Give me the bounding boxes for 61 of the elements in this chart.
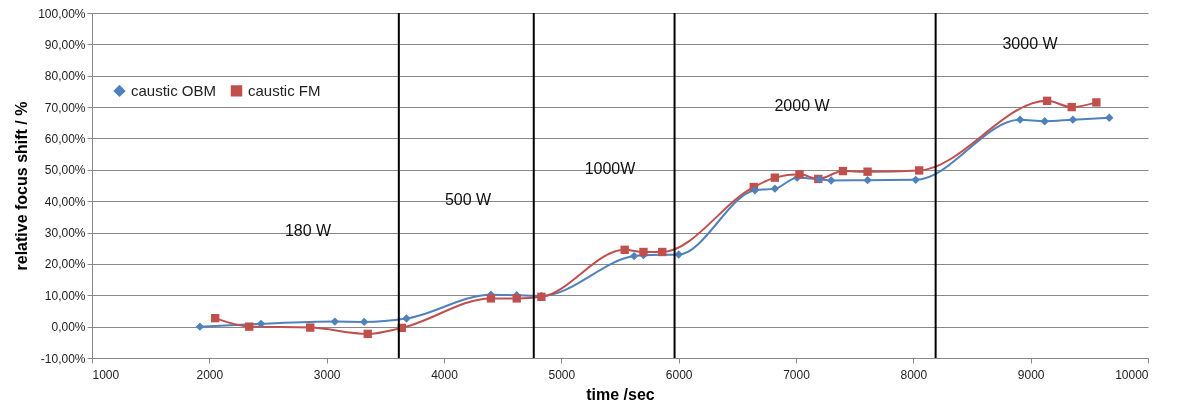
- point: [1040, 117, 1049, 126]
- annotation: 500 W: [444, 191, 493, 208]
- y-tick-label: -10,00%: [40, 351, 86, 366]
- x-tick-label: 1000: [92, 367, 120, 382]
- x-tick-label: 9000: [1017, 367, 1045, 382]
- x-tick-label: 4000: [431, 367, 459, 382]
- annotation: 180 W: [284, 222, 333, 239]
- point: [620, 245, 629, 254]
- point: [1067, 102, 1076, 112]
- point: [863, 175, 872, 185]
- x-tick-label: 6000: [665, 367, 693, 382]
- x-axis-title: time /sec: [586, 385, 655, 403]
- x-tick-label: 10000: [1115, 367, 1149, 382]
- y-tick-label: 100,00%: [38, 6, 86, 21]
- point: [863, 167, 872, 176]
- legend-label: caustic OBM: [131, 81, 217, 99]
- point: [360, 317, 369, 327]
- point: [911, 175, 920, 185]
- point: [256, 319, 266, 328]
- annotation: 3000 W: [1002, 35, 1059, 52]
- point: [770, 173, 780, 182]
- y-axis-title: relative focus shift / %: [13, 101, 31, 271]
- y-tick-label: 50,00%: [44, 163, 86, 178]
- point: [1042, 96, 1052, 105]
- legend-label: caustic FM: [248, 81, 321, 99]
- y-tick-label: 90,00%: [44, 37, 86, 52]
- point: [770, 184, 780, 193]
- x-tick-label: 2000: [196, 367, 224, 382]
- point: [750, 186, 760, 195]
- point: [674, 250, 683, 259]
- point: [1105, 113, 1114, 122]
- x-tick-label: 3000: [313, 367, 341, 382]
- point: [827, 176, 836, 185]
- y-tick-label: 60,00%: [44, 131, 86, 146]
- point: [1015, 115, 1025, 124]
- annotation: 1000W: [584, 160, 637, 177]
- point: [1092, 98, 1101, 107]
- y-tick-label: 30,00%: [44, 226, 86, 241]
- point: [195, 322, 205, 331]
- point: [306, 323, 315, 332]
- y-tick-label: 20,00%: [44, 257, 86, 272]
- y-tick-label: 0,00%: [51, 320, 86, 335]
- point: [658, 247, 667, 257]
- point: [629, 251, 639, 261]
- point: [330, 317, 340, 326]
- annotation: 2000 W: [774, 97, 831, 114]
- y-tick-label: 10,00%: [44, 288, 86, 303]
- point: [245, 322, 254, 331]
- point: [486, 294, 496, 303]
- point: [211, 313, 220, 323]
- y-tick-label: 40,00%: [44, 194, 86, 209]
- x-tick-label: 8000: [900, 367, 928, 382]
- x-tick-label: 7000: [783, 367, 811, 382]
- point: [838, 166, 848, 176]
- y-tick-label: 80,00%: [44, 69, 86, 84]
- point: [402, 314, 411, 323]
- point: [363, 329, 372, 339]
- point: [915, 166, 924, 175]
- point: [1068, 115, 1078, 124]
- x-tick-label: 5000: [548, 367, 576, 382]
- y-tick-label: 70,00%: [44, 100, 86, 115]
